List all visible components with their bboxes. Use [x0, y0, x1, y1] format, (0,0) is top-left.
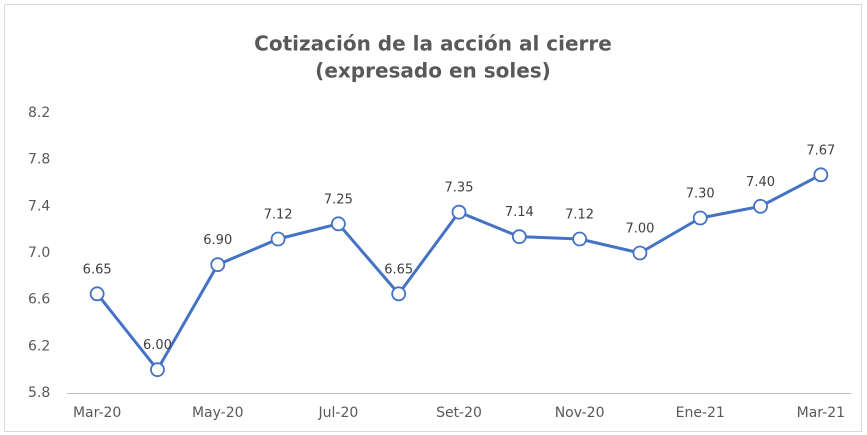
point-marker: [150, 362, 165, 378]
point-marker: [692, 210, 708, 226]
y-tick-label: 7.8: [28, 152, 50, 168]
data-label: 7.25: [324, 192, 353, 207]
x-tick-label: Ene-21: [676, 405, 725, 421]
point-marker: [753, 198, 768, 214]
point-marker: [391, 286, 407, 302]
data-label: 7.67: [806, 143, 835, 158]
point-marker: [572, 231, 588, 247]
data-label: 7.00: [625, 222, 654, 237]
data-label: 7.30: [686, 187, 715, 202]
y-tick-label: 6.6: [28, 292, 50, 308]
x-tick-label: Mar-21: [797, 405, 845, 421]
data-label: 6.90: [203, 233, 232, 248]
x-tick-label: Nov-20: [555, 405, 605, 421]
data-label: 6.00: [143, 338, 172, 353]
data-label: 7.35: [445, 181, 474, 196]
data-label: 6.65: [83, 262, 112, 277]
x-tick-label: Jul-20: [318, 405, 359, 421]
chart-border: [4, 4, 862, 432]
point-marker: [451, 204, 467, 220]
point-marker: [511, 229, 527, 245]
point-marker: [813, 167, 829, 183]
point-marker: [330, 216, 346, 232]
point-marker: [632, 245, 648, 261]
y-tick-label: 7.0: [28, 245, 50, 261]
point-marker: [89, 286, 105, 302]
data-label: 7.12: [264, 208, 293, 223]
data-label: 7.14: [505, 205, 534, 220]
point-marker: [210, 257, 226, 273]
data-label: 7.12: [565, 208, 594, 223]
y-tick-label: 8.2: [28, 105, 50, 121]
point-marker: [270, 231, 286, 247]
y-tick-label: 5.8: [28, 385, 50, 401]
x-tick-label: Set-20: [436, 405, 482, 421]
x-tick-label: May-20: [192, 405, 244, 421]
y-tick-label: 6.2: [28, 338, 50, 354]
x-tick-label: Mar-20: [73, 405, 121, 421]
chart-subtitle: (expresado en soles): [315, 59, 551, 83]
y-tick-label: 7.4: [28, 198, 50, 214]
data-label: 7.40: [746, 175, 775, 190]
chart-title: Cotización de la acción al cierre: [254, 32, 612, 56]
data-label: 6.65: [384, 262, 413, 277]
